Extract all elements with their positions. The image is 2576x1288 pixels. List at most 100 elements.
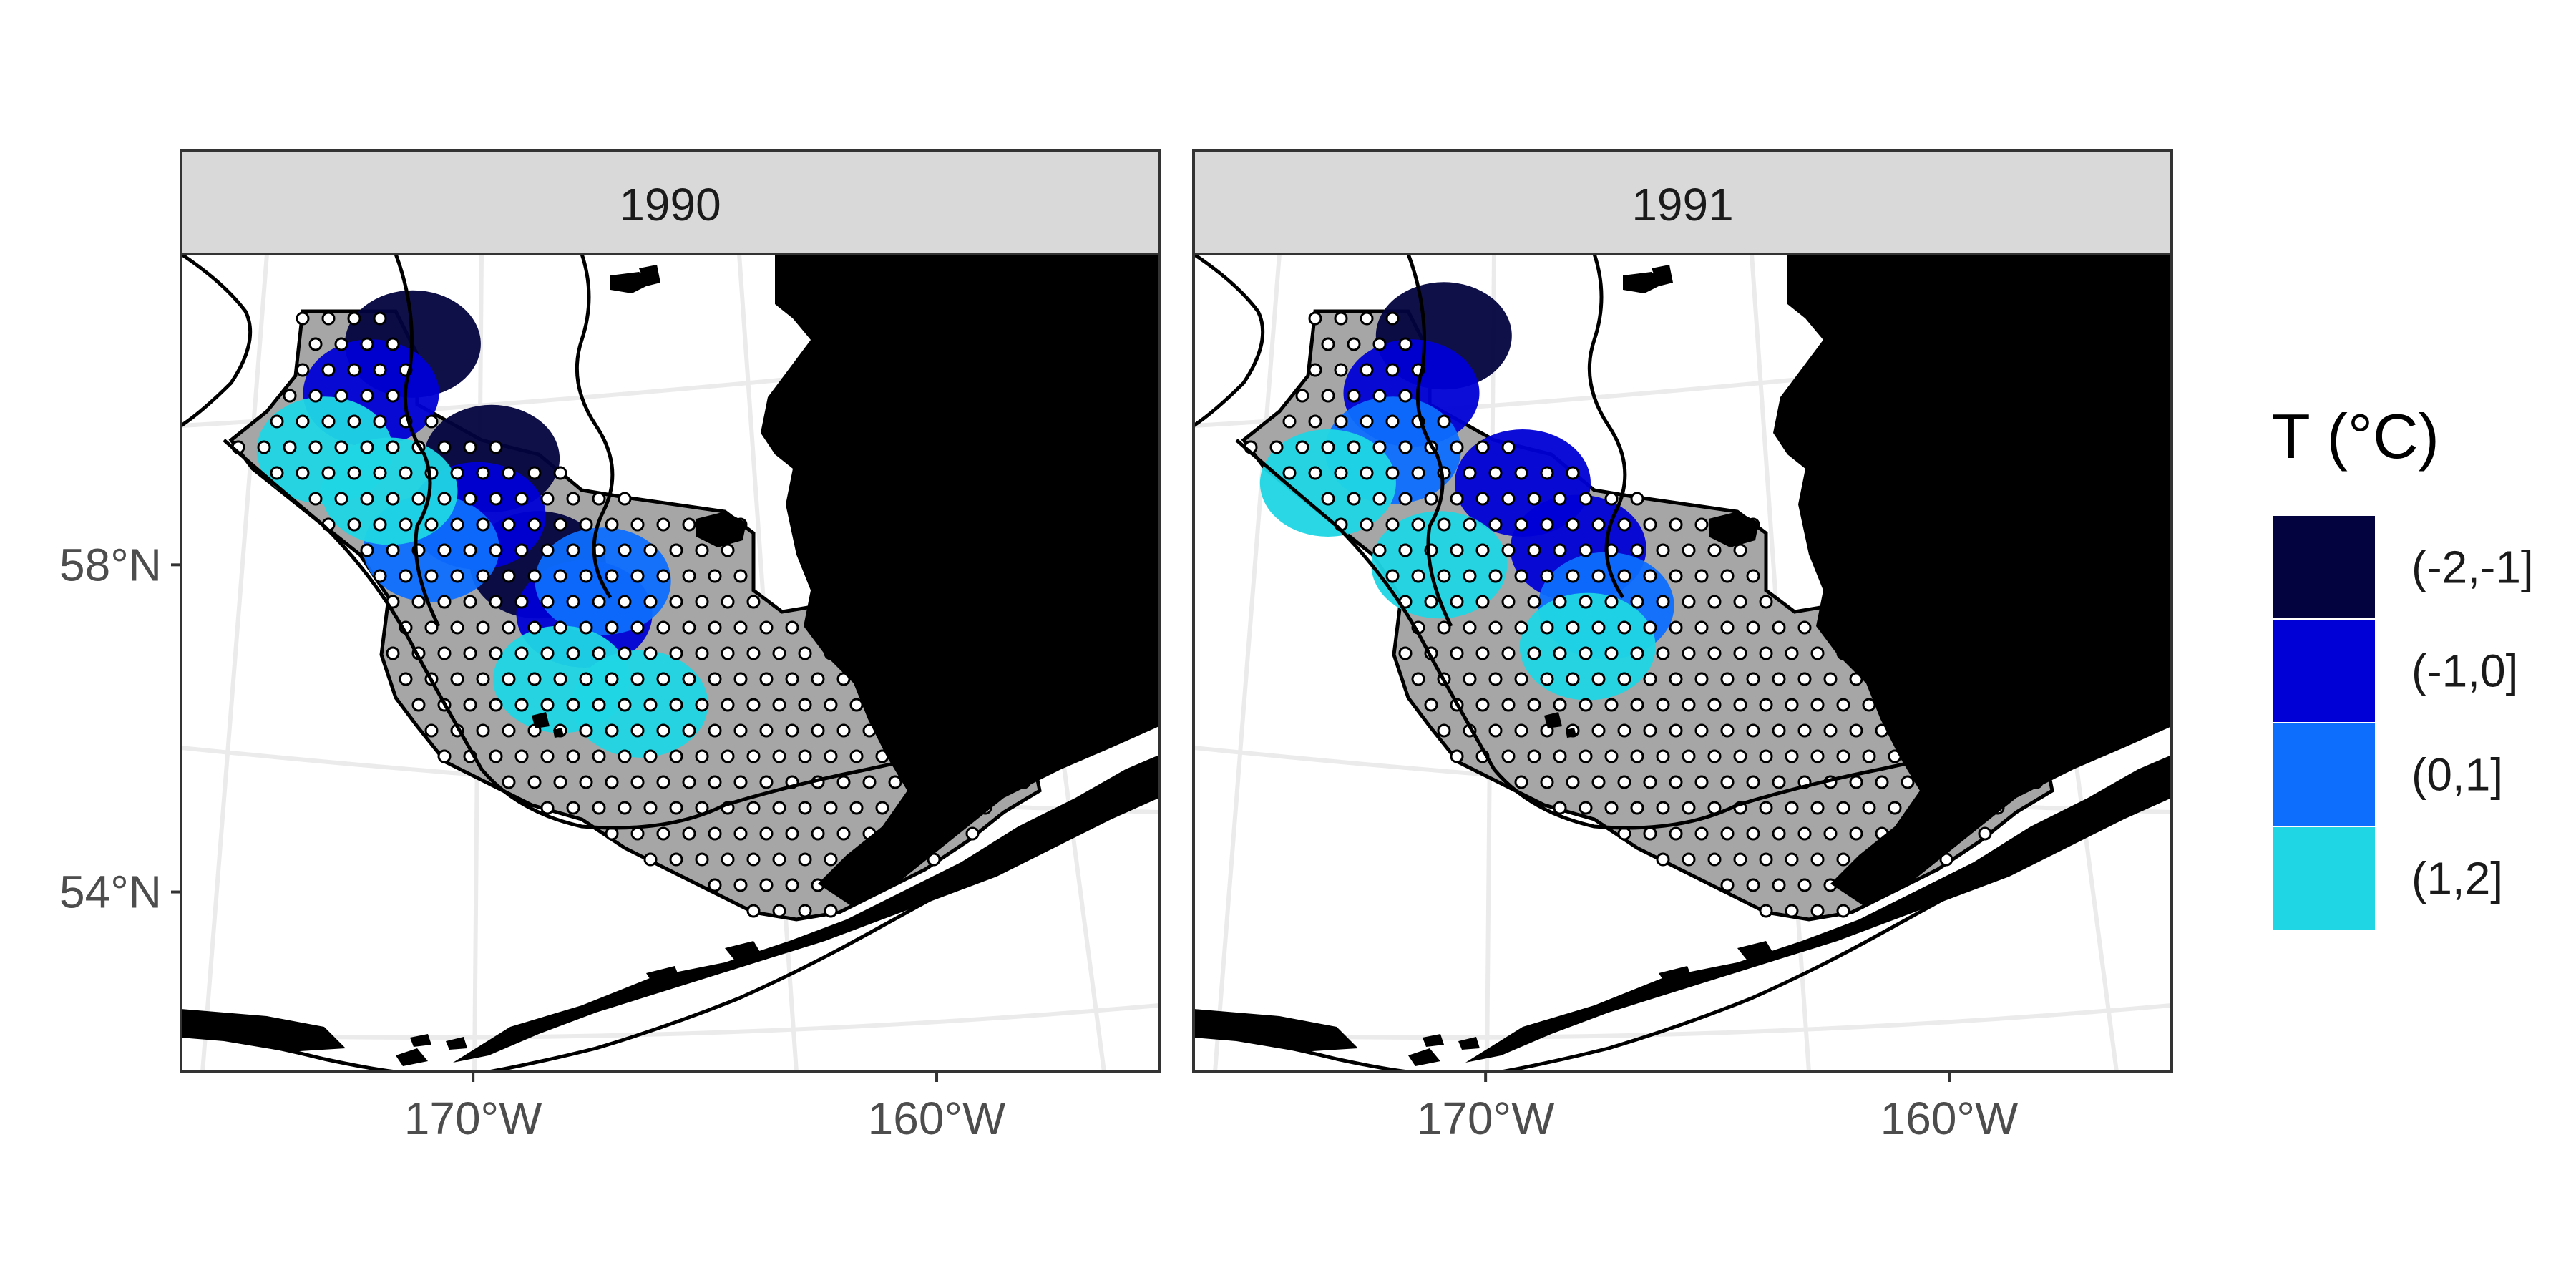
station-point [1553, 698, 1567, 712]
station-point [682, 569, 696, 583]
y-tick-label: 58°N [59, 539, 162, 590]
station-point [437, 543, 452, 557]
station-point [1372, 440, 1387, 454]
legend-label: (-1,0] [2411, 645, 2518, 697]
y-tick-label: 54°N [59, 867, 162, 918]
station-point [1772, 620, 1786, 635]
x-tick-label: 170°W [404, 1093, 542, 1144]
station-point [1566, 569, 1580, 583]
x-axis: 170°W 160°W [404, 1072, 1006, 1144]
station-point [618, 749, 632, 763]
station-point [1707, 852, 1722, 867]
station-point [514, 698, 529, 712]
station-point [1617, 775, 1631, 789]
legend: T (°C) (-2,-1] (-1,0] (0,1] (1,2] [2271, 401, 2534, 931]
station-point [1746, 672, 1760, 686]
station-point [1437, 414, 1451, 429]
legend-key [2271, 722, 2376, 827]
station-point [836, 723, 851, 738]
station-point [1398, 440, 1413, 454]
station-point [1579, 646, 1593, 660]
station-point [695, 852, 709, 867]
station-point [1617, 569, 1631, 583]
station-point [1797, 723, 1812, 738]
station-point [360, 337, 374, 351]
station-point [772, 904, 786, 918]
facet-title-1990: 1990 [619, 179, 721, 230]
station-point [1617, 620, 1631, 635]
station-point [1398, 646, 1413, 660]
station-point [836, 826, 851, 841]
station-point [733, 723, 748, 738]
station-point [733, 878, 748, 892]
station-point [862, 775, 877, 789]
station-point [1385, 517, 1400, 532]
station-point [1372, 337, 1387, 351]
station-point [1746, 620, 1760, 635]
station-point [1797, 672, 1812, 686]
station-point [360, 440, 374, 454]
station-point [1759, 595, 1773, 609]
station-point [1772, 775, 1786, 789]
station-point [476, 723, 490, 738]
station-point [463, 595, 477, 609]
station-point [1398, 492, 1413, 506]
station-point [566, 749, 580, 763]
station-point [386, 492, 400, 506]
station-point [437, 595, 452, 609]
legend-title: T (°C) [2272, 401, 2439, 472]
station-point [1553, 801, 1567, 815]
station-point [321, 363, 336, 377]
station-point [746, 852, 761, 867]
station-point [1720, 569, 1735, 583]
station-point [1656, 852, 1670, 867]
station-point [424, 414, 439, 429]
station-point [1308, 414, 1322, 429]
station-point [643, 852, 658, 867]
station-point [1488, 620, 1503, 635]
station-point [514, 492, 529, 506]
station-point [502, 723, 516, 738]
station-point [579, 569, 593, 583]
station-point [347, 311, 361, 326]
station-point [1540, 672, 1554, 686]
station-point [540, 595, 555, 609]
station-point [296, 363, 310, 377]
station-point [373, 517, 387, 532]
station-point [1501, 492, 1516, 506]
station-point [1630, 492, 1644, 506]
legend-label: (1,2] [2411, 853, 2503, 904]
station-point [1450, 646, 1464, 660]
station-point [553, 517, 567, 532]
station-point [1411, 569, 1425, 583]
station-point [630, 826, 645, 841]
station-point [1604, 492, 1619, 506]
station-point [1398, 337, 1413, 351]
station-point [1385, 466, 1400, 480]
station-point [721, 646, 735, 660]
station-point [1630, 646, 1644, 660]
station-point [1385, 363, 1400, 377]
station-point [733, 775, 748, 789]
station-point [1823, 723, 1838, 738]
station-point [373, 466, 387, 480]
station-point [1720, 620, 1735, 635]
station-point [1643, 775, 1657, 789]
station-point [785, 723, 799, 738]
station-point [1566, 517, 1580, 532]
station-point [1849, 775, 1863, 789]
station-point [1591, 517, 1606, 532]
station-point [772, 852, 786, 867]
station-point [1694, 569, 1709, 583]
station-point [1630, 543, 1644, 557]
station-point [1643, 723, 1657, 738]
station-point [373, 569, 387, 583]
station-point [592, 646, 606, 660]
station-point [566, 543, 580, 557]
station-point [875, 801, 889, 815]
legend-label: (-2,-1] [2411, 542, 2534, 593]
station-point [695, 698, 709, 712]
station-point [553, 569, 567, 583]
station-point [1501, 543, 1516, 557]
station-point [1437, 723, 1451, 738]
